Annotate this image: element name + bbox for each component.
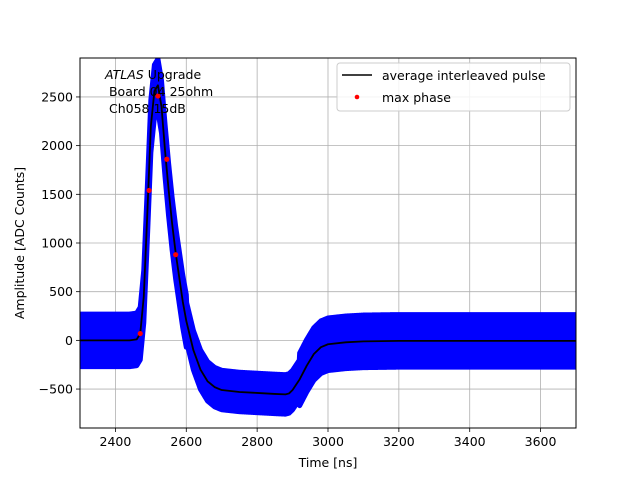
x-tick-label: 2400 <box>100 434 132 449</box>
y-tick-label: 0 <box>65 333 73 348</box>
grid <box>80 58 576 428</box>
x-tick-label: 3200 <box>383 434 415 449</box>
x-tick-label: 3600 <box>525 434 557 449</box>
y-axis-ticks: −500 0 500 1000 1500 2000 2500 <box>39 89 80 397</box>
legend-label-max-phase: max phase <box>382 90 451 105</box>
y-tick-label: 2500 <box>41 89 73 104</box>
x-axis-ticks: 2400 2600 2800 3000 3200 3400 3600 <box>100 428 557 449</box>
scatter-band <box>80 58 576 417</box>
x-tick-label: 3000 <box>312 434 344 449</box>
x-tick-label: 2600 <box>170 434 202 449</box>
series-layer <box>80 84 576 396</box>
x-axis-title: Time [ns] <box>298 455 358 470</box>
y-tick-label: −500 <box>39 382 73 397</box>
series-line-average-pulse <box>80 84 576 396</box>
legend: average interleaved pulse max phase <box>336 62 571 112</box>
y-tick-label: 1500 <box>41 187 73 202</box>
annotation-line-2: Board 04 25ohm <box>105 84 213 99</box>
x-tick-label: 3400 <box>454 434 486 449</box>
max-phase-point <box>146 187 152 194</box>
annotation-upgrade: Upgrade <box>144 67 202 82</box>
x-tick-label: 2800 <box>241 434 273 449</box>
max-phase-point <box>173 252 179 258</box>
y-tick-label: 1000 <box>41 236 73 251</box>
y-tick-label: 500 <box>49 284 73 299</box>
y-tick-label: 2000 <box>41 138 73 153</box>
legend-label-average: average interleaved pulse <box>382 68 546 83</box>
scatter-band-fill <box>80 58 576 417</box>
annotation-line-1: ATLAS Upgrade <box>104 67 201 82</box>
legend-point-swatch <box>354 94 360 100</box>
max-phase-point <box>155 93 161 99</box>
max-phase-point <box>164 156 170 162</box>
atlas-annotation: ATLAS Upgrade Board 04 25ohm Ch058 15dB <box>104 67 213 116</box>
annotation-atlas: ATLAS <box>104 67 144 82</box>
annotation-line-3: Ch058 15dB <box>105 101 186 116</box>
max-phase-point <box>137 330 143 337</box>
legend-box <box>336 62 571 112</box>
y-axis-title: Amplitude [ADC Counts] <box>12 167 27 319</box>
